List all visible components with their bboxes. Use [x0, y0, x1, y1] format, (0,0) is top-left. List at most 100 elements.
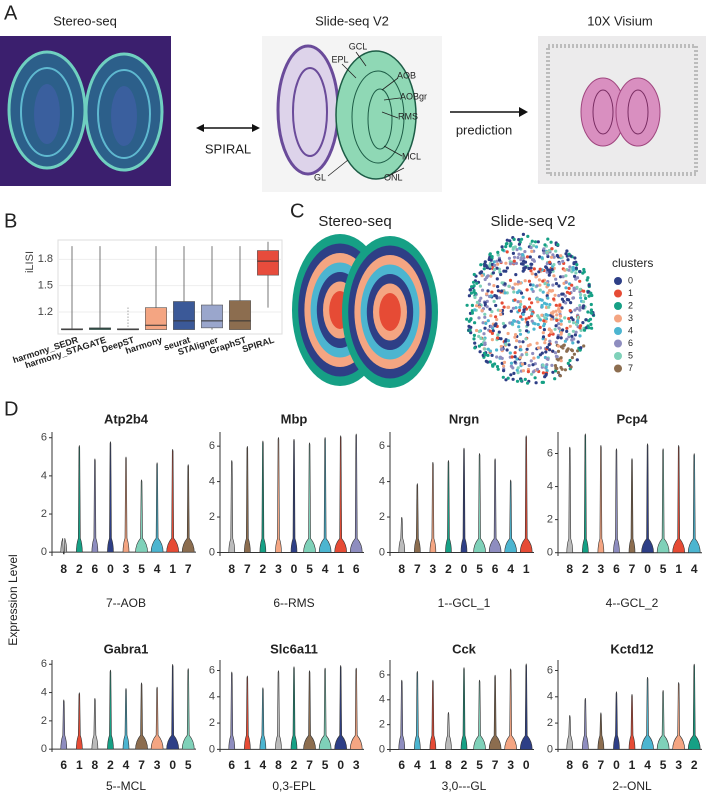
- cluster-band: [379, 293, 401, 331]
- spot: [509, 309, 513, 313]
- spot: [521, 269, 525, 273]
- violin: [244, 446, 251, 553]
- spot: [516, 256, 520, 260]
- spot: [494, 303, 498, 308]
- spot: [475, 281, 479, 285]
- x-tick-label: 2: [291, 758, 298, 772]
- x-tick-label: 4: [260, 758, 267, 772]
- violin: [566, 715, 574, 750]
- spot: [578, 270, 582, 274]
- spot: [572, 321, 576, 325]
- spot: [578, 334, 582, 338]
- spot: [549, 317, 553, 321]
- spot: [543, 316, 547, 320]
- spot: [553, 293, 557, 297]
- region-label: AOB: [397, 70, 416, 80]
- spot: [530, 249, 534, 253]
- x-tick-label: 3: [353, 758, 360, 772]
- violin: [687, 453, 701, 553]
- spot: [495, 348, 499, 352]
- spot: [497, 267, 501, 271]
- spot: [490, 290, 494, 294]
- spot: [507, 256, 511, 260]
- spot: [482, 337, 486, 341]
- spot: [490, 331, 494, 335]
- violin: [628, 694, 636, 750]
- spot: [545, 294, 549, 298]
- arrows: [196, 107, 528, 132]
- spot: [517, 252, 521, 256]
- spot: [576, 315, 580, 319]
- spot: [543, 282, 547, 286]
- spot: [516, 371, 520, 375]
- x-tick-label: 5: [138, 562, 145, 576]
- legend-swatch: [614, 289, 622, 298]
- spot: [586, 290, 590, 294]
- spot: [565, 297, 570, 302]
- spot: [548, 348, 552, 352]
- spot: [563, 368, 568, 372]
- spot: [545, 266, 549, 270]
- legend-swatch: [614, 277, 622, 285]
- spot: [472, 284, 476, 288]
- spot: [482, 267, 486, 271]
- y-tick-label: 6: [547, 447, 553, 459]
- spot: [567, 268, 571, 272]
- spot: [488, 360, 492, 364]
- spot: [553, 377, 557, 381]
- x-tick-label: 2: [107, 758, 114, 772]
- x-axis-label: 0,3-EPL: [272, 779, 316, 793]
- violin: [628, 458, 636, 553]
- spot: [558, 374, 563, 378]
- x-tick-label: 2: [76, 562, 83, 576]
- spot: [515, 357, 519, 361]
- violin: [473, 453, 486, 553]
- spot: [541, 371, 546, 375]
- spot: [528, 255, 532, 259]
- spot: [483, 315, 487, 319]
- spot: [465, 303, 469, 307]
- arrow-label: SPIRAL: [205, 141, 251, 156]
- spot: [587, 283, 591, 287]
- y-tick-label: 4: [547, 691, 553, 703]
- spot: [548, 270, 552, 275]
- x-axis-label: 2--ONL: [612, 779, 652, 793]
- spot: [514, 333, 518, 337]
- violin: [519, 663, 533, 750]
- spot: [546, 283, 551, 287]
- spot: [546, 237, 550, 241]
- spot: [491, 271, 495, 275]
- spot: [554, 324, 558, 328]
- x-tick-label: 7: [185, 562, 192, 576]
- spot: [559, 322, 563, 326]
- spot: [532, 259, 537, 263]
- violin: [519, 435, 533, 553]
- x-tick-label: 6: [582, 758, 589, 772]
- y-tick-label: 6: [209, 440, 215, 452]
- violin: [76, 692, 83, 750]
- violin: [91, 458, 99, 553]
- spot: [538, 267, 542, 271]
- x-tick-label: 0: [613, 758, 620, 772]
- spot: [570, 334, 574, 338]
- violin: [259, 687, 267, 750]
- spot: [492, 268, 497, 272]
- spot: [512, 259, 516, 263]
- violin: [398, 679, 406, 750]
- spot: [549, 255, 554, 259]
- box: [229, 300, 251, 330]
- spot: [572, 262, 576, 266]
- violin: [318, 437, 332, 553]
- spot: [545, 345, 550, 349]
- spot: [546, 291, 550, 295]
- x-tick-label: 5: [476, 562, 483, 576]
- spot: [534, 275, 538, 279]
- gene-title: Atp2b4: [104, 411, 149, 426]
- spot: [545, 262, 549, 266]
- spot: [469, 318, 473, 322]
- spot: [559, 319, 563, 323]
- violin: [334, 665, 347, 750]
- spot: [509, 361, 514, 365]
- spot: [511, 366, 515, 370]
- legend: 0 1 2 3 4 6 5 7: [614, 275, 633, 373]
